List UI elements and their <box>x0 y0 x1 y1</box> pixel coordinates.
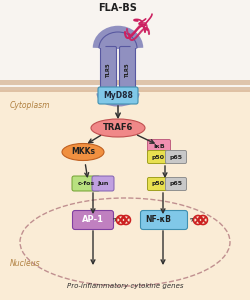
Bar <box>0 87 250 92</box>
Text: Cytoplasm: Cytoplasm <box>10 100 50 109</box>
FancyBboxPatch shape <box>166 151 186 164</box>
Bar <box>0 90 250 300</box>
Text: TLR5: TLR5 <box>106 64 111 78</box>
Bar <box>0 80 250 85</box>
Bar <box>0 0 250 90</box>
Text: p50: p50 <box>152 182 164 187</box>
Text: TLR5: TLR5 <box>125 64 130 78</box>
Polygon shape <box>99 32 137 48</box>
Text: Nucleus: Nucleus <box>10 260 40 268</box>
Text: MyD88: MyD88 <box>103 91 133 100</box>
FancyBboxPatch shape <box>100 46 116 94</box>
Text: c-fos: c-fos <box>78 181 94 186</box>
FancyBboxPatch shape <box>92 176 114 191</box>
Text: Jun: Jun <box>97 181 109 186</box>
FancyBboxPatch shape <box>166 178 186 190</box>
Text: FLA-BS: FLA-BS <box>98 3 138 13</box>
Text: IκB: IκB <box>153 143 165 148</box>
FancyBboxPatch shape <box>148 178 169 190</box>
Text: NF-κB: NF-κB <box>145 215 171 224</box>
Text: p50: p50 <box>152 154 164 160</box>
FancyBboxPatch shape <box>140 211 188 230</box>
Ellipse shape <box>62 143 104 161</box>
Text: Pro-inflammatory cytokine genes: Pro-inflammatory cytokine genes <box>67 283 183 289</box>
FancyBboxPatch shape <box>120 46 136 94</box>
Text: TRAF6: TRAF6 <box>103 124 133 133</box>
FancyBboxPatch shape <box>72 211 114 230</box>
Text: p65: p65 <box>170 182 182 187</box>
FancyBboxPatch shape <box>148 140 171 152</box>
Text: AP-1: AP-1 <box>82 215 104 224</box>
FancyBboxPatch shape <box>72 176 100 191</box>
Ellipse shape <box>91 119 145 137</box>
Text: MKKs: MKKs <box>71 148 95 157</box>
FancyBboxPatch shape <box>98 87 138 104</box>
Text: p65: p65 <box>170 154 182 160</box>
FancyBboxPatch shape <box>148 151 169 164</box>
